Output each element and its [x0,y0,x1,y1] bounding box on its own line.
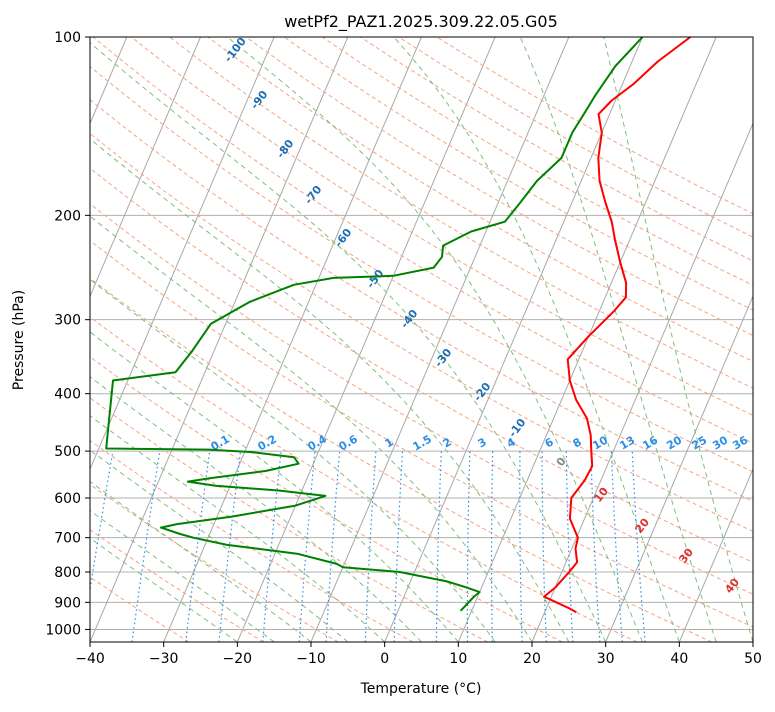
temperature-line [544,37,690,612]
x-tick-label: 50 [744,651,762,667]
mixing-ratio-label: 16 [640,433,660,452]
y-tick-label: 700 [54,531,81,547]
isotherm-label: -60 [332,226,355,250]
isotherm-label: 30 [676,546,696,566]
x-tick-label: 30 [597,651,615,667]
isotherm-label: 10 [591,485,611,505]
isotherm-label: -80 [274,137,297,161]
mixing-ratio-line [82,451,113,642]
y-tick-label: 300 [54,313,81,329]
x-tick-label: −40 [75,651,105,667]
dry-adiabat-line [55,37,775,642]
moist-adiabat-line [604,37,753,642]
dry-adiabat-line [361,37,775,642]
y-tick-label: 1000 [45,622,81,638]
mixing-ratio-line [520,451,522,642]
mixing-ratio-line [632,451,645,642]
x-axis: −40 −30 −20 −10 0 10 20 30 40 50 [75,642,762,667]
mixing-ratio-label: 13 [617,434,637,453]
moist-adiabat-line [0,37,532,642]
mixing-ratio-label: 6 [543,435,556,450]
y-tick-label: 100 [54,30,81,46]
dry-adiabat-line [93,37,775,642]
mixing-ratio-label: 30 [710,433,730,452]
dry-adiabat-line [0,37,775,642]
dry-adiabat-line [246,37,775,642]
isotherm-line [90,37,348,642]
y-axis: 100 200 300 400 500 600 700 800 900 1000 [45,30,90,638]
isotherm-line [753,37,775,642]
dry-adiabat-line [0,37,413,642]
moist-adiabat-line [0,37,274,642]
y-tick-label: 600 [54,491,81,507]
dry-adiabat-line [0,37,338,642]
dry-adiabat-line [0,37,637,642]
mixing-ratio-label: 0.6 [337,432,361,453]
mixing-ratio-line [132,451,160,642]
mixing-ratio-label: 0.2 [256,432,279,453]
mixing-ratio-line [467,451,470,642]
isotherm-label: -40 [398,307,421,331]
y-tick-label: 400 [54,387,81,403]
mixing-ratio-line [492,451,493,642]
moist-adiabat-line [0,37,385,642]
x-tick-label: −10 [296,651,326,667]
isotherm-line [311,37,569,642]
isotherm-line [385,37,643,642]
mixing-ratio-line [394,451,402,642]
isotherm-label: -20 [471,380,494,404]
isotherm-label: 40 [722,576,742,596]
dewpoint-line [106,37,642,611]
y-axis-label: Pressure (hPa) [11,290,27,390]
y-tick-label: 500 [54,444,81,460]
mixing-ratio-line [436,451,441,642]
dry-adiabat-line [0,37,264,642]
x-axis-label: Temperature (°C) [360,681,482,697]
x-tick-label: 20 [523,651,541,667]
moist-adiabat-line [227,37,642,642]
x-tick-label: 0 [380,651,389,667]
mixing-ratio-label: 3 [476,435,489,450]
y-tick-label: 900 [54,595,81,611]
isotherm-label: -70 [302,183,325,207]
mixing-ratio-label: 10 [590,433,610,452]
isotherm-line [164,37,422,642]
moist-adiabat-line [394,37,680,642]
isotherm-line [16,37,274,642]
y-tick-label: 200 [54,208,81,224]
moist-adiabat-line [0,37,237,642]
mixing-ratio-line [365,451,376,642]
x-tick-label: 10 [449,651,467,667]
x-tick-label: 40 [670,651,688,667]
dry-adiabat-line [284,37,775,642]
mixing-ratio-label: 36 [730,433,750,452]
moist-adiabat-line [0,37,422,642]
mixing-ratio-label: 1.5 [411,432,434,453]
mixing-ratio-label: 2 [441,435,454,450]
mixing-ratio-line [566,451,573,642]
moist-adiabat-line [0,37,311,642]
x-tick-label: −20 [223,651,253,667]
background-lines [0,37,775,642]
dry-adiabat-line [0,37,488,642]
dry-adiabat-line [0,37,189,642]
y-tick-label: 800 [54,565,81,581]
dry-adiabat-line [131,37,775,642]
isotherm-label: -50 [364,267,387,291]
x-tick-label: −30 [149,651,179,667]
chart-title: wetPf2_PAZ1.2025.309.22.05.G05 [284,12,558,32]
dry-adiabat-line [437,37,775,642]
dry-adiabat-line [0,37,712,642]
series-lines [106,37,690,612]
mixing-ratio-label: 20 [664,433,684,452]
isotherm-label: 20 [632,516,652,536]
isotherm-line [458,37,716,642]
